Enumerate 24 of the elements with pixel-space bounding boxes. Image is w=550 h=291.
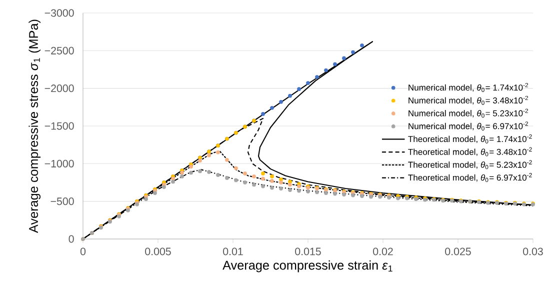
x-tick-label: 0 <box>80 248 86 256</box>
legend-label: Numerical model, θ$_{0}$= 1.74x10$^{-2}$ <box>408 82 528 92</box>
x-tick-label: 0.03 <box>523 248 543 256</box>
y-tick-label: −1000 <box>44 160 74 168</box>
x-tick-label: 0.015 <box>295 248 321 256</box>
y-tick-label: −500 <box>50 198 74 206</box>
x-tick-label: 0.01 <box>223 248 243 256</box>
legend-label: Theoretical model, θ$_{0}$= 5.23x10$^{-2}$ <box>408 160 532 170</box>
x-tick-label: 0.005 <box>145 248 171 256</box>
legend-label: Numerical model, θ$_{0}$= 6.97x10$^{-2}$ <box>408 122 528 131</box>
x-tick-label: 0.025 <box>445 248 471 256</box>
legend-label: Numerical model, θ$_{0}$= 3.48x10$^{-2}$ <box>408 96 528 105</box>
y-tick-label: −2000 <box>44 84 74 92</box>
x-axis-title: Average compressive strain ε$_{1}$ <box>222 260 392 272</box>
y-tick-label: 0 <box>68 235 74 243</box>
legend-label: Theoretical model, θ$_{0}$= 6.97x10$^{-2}$ <box>408 173 532 182</box>
x-tick-label: 0.02 <box>373 248 393 256</box>
legend-label: Numerical model, θ$_{0}$= 5.23x10$^{-2}$ <box>408 108 528 118</box>
y-tick-label: −3000 <box>44 9 74 17</box>
y-tick-label: −2500 <box>44 46 74 54</box>
legend-label: Theoretical model, θ$_{0}$= 1.74x10$^{-2}$ <box>408 134 532 144</box>
y-tick-label: −1500 <box>44 122 74 130</box>
legend-label: Theoretical model, θ$_{0}$= 3.48x10$^{-2}$ <box>408 147 532 156</box>
y-axis-title: Average compressive stress σ$_{1}$ (MPa) <box>28 20 41 233</box>
